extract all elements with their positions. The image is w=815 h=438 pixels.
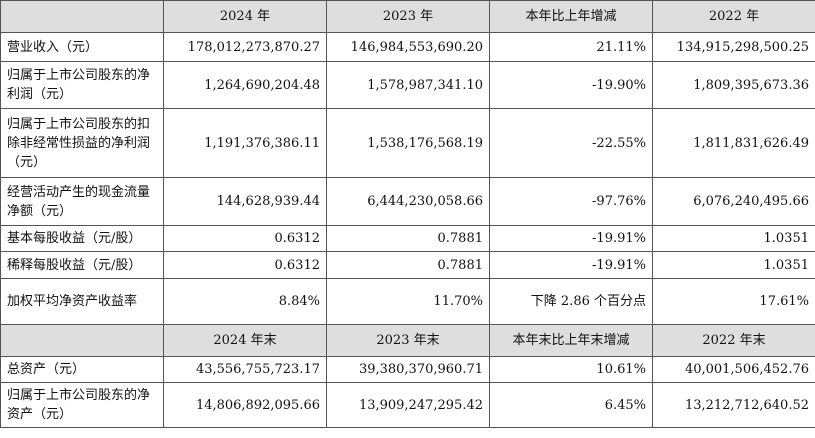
header-cell-2023: 2023 年: [326, 0, 490, 33]
row-label: 归属于上市公司股东的净资产（元）: [0, 382, 164, 428]
value-2024: 14,806,892,095.66: [163, 382, 327, 428]
value-2022: 6,076,240,495.66: [652, 177, 815, 226]
value-change: -19.90%: [489, 61, 653, 109]
header-cell-2024: 2024 年: [163, 0, 327, 33]
table-row: 稀释每股收益（元/股） 0.6312 0.7881 -19.91% 1.0351: [0, 251, 815, 279]
header-cell-change-end: 本年末比上年末增减: [489, 324, 653, 357]
value-2023: 146,984,553,690.20: [326, 32, 490, 62]
value-2023: 0.7881: [326, 251, 490, 279]
value-2023: 1,578,987,341.10: [326, 61, 490, 109]
value-2023: 6,444,230,058.66: [326, 177, 490, 226]
header-cell-2022: 2022 年: [652, 0, 815, 33]
value-2024: 8.84%: [163, 278, 327, 325]
table-row: 归属于上市公司股东的净资产（元） 14,806,892,095.66 13,90…: [0, 382, 815, 428]
value-2024: 0.6312: [163, 251, 327, 279]
value-2022: 134,915,298,500.25: [652, 32, 815, 62]
row-label: 稀释每股收益（元/股）: [0, 251, 164, 279]
row-label: 加权平均净资产收益率: [0, 278, 164, 325]
table-row: 归属于上市公司股东的净利润（元） 1,264,690,204.48 1,578,…: [0, 61, 815, 109]
row-label: 总资产（元）: [0, 356, 164, 383]
value-2024: 1,264,690,204.48: [163, 61, 327, 109]
value-2024: 144,628,939.44: [163, 177, 327, 226]
header-cell-change: 本年比上年增减: [489, 0, 653, 33]
header-cell-label: [0, 324, 164, 357]
header-cell-2023-end: 2023 年末: [326, 324, 490, 357]
value-2023: 39,380,370,960.71: [326, 356, 490, 383]
value-2022: 1.0351: [652, 251, 815, 279]
header-row-1: 2024 年 2023 年 本年比上年增减 2022 年: [0, 0, 815, 33]
value-change: 6.45%: [489, 382, 653, 428]
header-row-2: 2024 年末 2023 年末 本年末比上年末增减 2022 年末: [0, 324, 815, 357]
value-change: 10.61%: [489, 356, 653, 383]
row-label: 归属于上市公司股东的净利润（元）: [0, 61, 164, 109]
value-2022: 13,212,712,640.52: [652, 382, 815, 428]
value-2024: 178,012,273,870.27: [163, 32, 327, 62]
row-label: 归属于上市公司股东的扣除非经常性损益的净利润（元）: [0, 108, 164, 178]
value-2023: 1,538,176,568.19: [326, 108, 490, 178]
header-cell-label: [0, 0, 164, 33]
value-change: -97.76%: [489, 177, 653, 226]
table-row: 经营活动产生的现金流量净额（元） 144,628,939.44 6,444,23…: [0, 177, 815, 226]
table-row: 基本每股收益（元/股） 0.6312 0.7881 -19.91% 1.0351: [0, 225, 815, 252]
value-change: -19.91%: [489, 251, 653, 279]
value-2024: 43,556,755,723.17: [163, 356, 327, 383]
table-row: 总资产（元） 43,556,755,723.17 39,380,370,960.…: [0, 356, 815, 383]
value-2024: 0.6312: [163, 225, 327, 252]
header-cell-2022-end: 2022 年末: [652, 324, 815, 357]
header-cell-2024-end: 2024 年末: [163, 324, 327, 357]
row-label: 基本每股收益（元/股）: [0, 225, 164, 252]
value-change: -19.91%: [489, 225, 653, 252]
table-row: 营业收入（元） 178,012,273,870.27 146,984,553,6…: [0, 32, 815, 62]
value-2022: 17.61%: [652, 278, 815, 325]
row-label: 营业收入（元）: [0, 32, 164, 62]
value-change: 21.11%: [489, 32, 653, 62]
value-2024: 1,191,376,386.11: [163, 108, 327, 178]
value-change: 下降 2.86 个百分点: [489, 278, 653, 325]
value-2022: 1.0351: [652, 225, 815, 252]
value-2023: 0.7881: [326, 225, 490, 252]
value-change: -22.55%: [489, 108, 653, 178]
financial-summary-table: 2024 年 2023 年 本年比上年增减 2022 年 营业收入（元） 178…: [0, 0, 815, 428]
table-row: 归属于上市公司股东的扣除非经常性损益的净利润（元） 1,191,376,386.…: [0, 108, 815, 178]
value-2022: 1,809,395,673.36: [652, 61, 815, 109]
value-2022: 40,001,506,452.76: [652, 356, 815, 383]
value-2023: 13,909,247,295.42: [326, 382, 490, 428]
value-2023: 11.70%: [326, 278, 490, 325]
row-label: 经营活动产生的现金流量净额（元）: [0, 177, 164, 226]
table-row: 加权平均净资产收益率 8.84% 11.70% 下降 2.86 个百分点 17.…: [0, 278, 815, 325]
value-2022: 1,811,831,626.49: [652, 108, 815, 178]
